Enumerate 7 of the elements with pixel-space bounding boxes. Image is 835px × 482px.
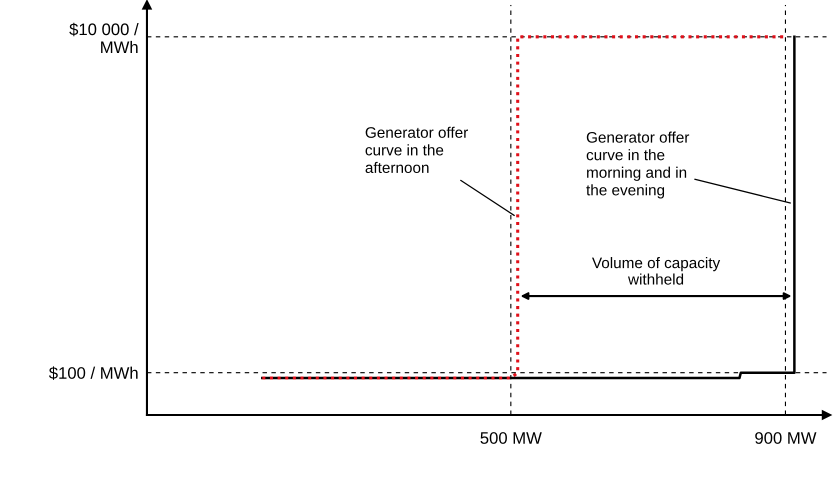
annotation: Generator offer curve in the afternoon [366, 126, 468, 174]
annotation: Generator offer curve in the morning and in the evening [586, 132, 690, 198]
y-tick-label: $10 000 / MWh [69, 22, 139, 54]
annotation: Volume of capacity withheld [592, 257, 720, 285]
x-tick-label: 500 MW [480, 432, 542, 444]
y-tick-label: $100 / MWh [48, 366, 138, 380]
x-tick-label: 900 MW [755, 432, 816, 444]
